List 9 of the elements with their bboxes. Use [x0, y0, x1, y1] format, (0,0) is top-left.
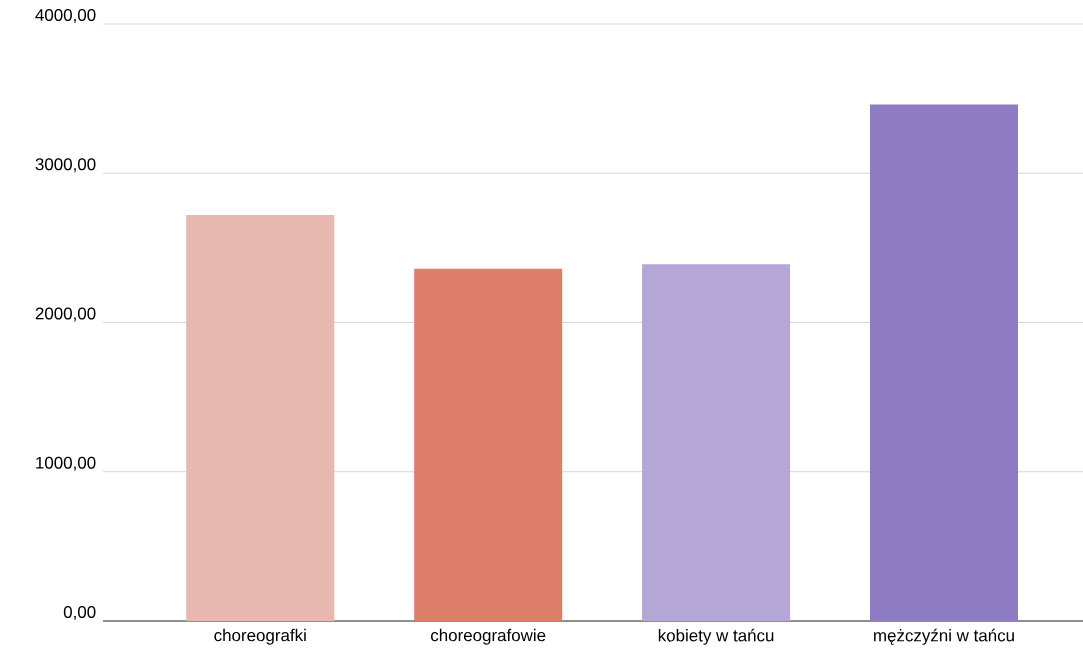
y-tick-label: 1000,00	[36, 456, 96, 471]
x-tick-label: choreografki	[214, 628, 306, 645]
y-tick-label: 2000,00	[35, 307, 96, 322]
x-tick-label: mężczyźni w tańcu	[874, 628, 1014, 645]
x-tick-label: choreografowie	[430, 628, 546, 645]
y-tick-label: 3000,00	[35, 158, 96, 173]
y-tick-label: 0,00	[63, 606, 96, 620]
y-tick-label: 4000,00	[35, 9, 96, 23]
x-tick-label: kobiety w tańcu	[658, 628, 774, 645]
